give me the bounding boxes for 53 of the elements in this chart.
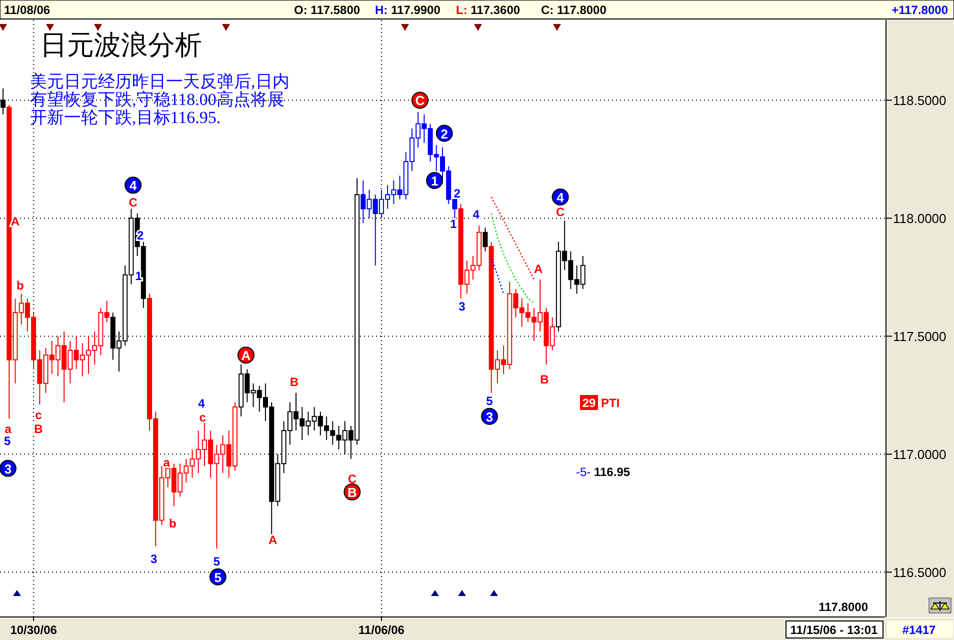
annotation: 1: [450, 216, 458, 231]
annotation: C: [556, 205, 565, 220]
text: 美元日元经历昨日一天反弹后,日内有望恢复下跌,守稳118.00高点将展开新一轮下跌,目标116.95.: [30, 72, 290, 127]
annotation: 5: [214, 570, 222, 585]
annotation: C: [128, 196, 138, 210]
text: C: 117.8000: [541, 3, 607, 17]
text: +117.8000: [892, 3, 948, 17]
y-tick-label: 117.0000: [893, 447, 946, 462]
annotation: C: [415, 93, 426, 108]
annotation: B: [290, 375, 299, 390]
annotation: b: [16, 278, 24, 292]
annotation: c: [35, 408, 42, 422]
annotation: 4: [198, 396, 206, 410]
annotation: A: [241, 348, 252, 364]
text: 11/15/06 - 13:01: [790, 623, 878, 637]
annotation: 3: [150, 552, 158, 566]
y-tick-label: 118.0000: [893, 211, 946, 226]
annotation: 5: [4, 434, 11, 448]
annotation: A: [268, 533, 278, 548]
annotation: B: [540, 372, 550, 387]
annotation: b: [169, 516, 176, 531]
chart-title: 日元波浪分析: [40, 30, 202, 60]
annotation: -5- 116.95: [576, 465, 630, 479]
annotation: 117.8000: [818, 600, 868, 614]
y-tick-label: 116.5000: [893, 565, 946, 580]
x-tick-label: 10/30/06: [10, 623, 58, 637]
annotation: B: [347, 484, 357, 500]
candlestick: [482, 227, 488, 252]
annotation: 3: [4, 461, 12, 476]
annotation: 4: [556, 190, 565, 205]
y-tick-label: 118.5000: [893, 93, 946, 108]
annotation: 1: [430, 173, 438, 188]
text: #1417: [902, 623, 936, 637]
annotation: C: [348, 472, 357, 486]
annotation: B: [34, 422, 44, 436]
annotation: 5: [486, 394, 494, 408]
annotation: 29 PTI: [582, 396, 620, 410]
annotation: 2: [440, 126, 448, 142]
y-tick-label: 117.5000: [893, 329, 946, 344]
annotation: a: [4, 422, 12, 436]
line-series: [490, 212, 535, 304]
annotation: 3: [486, 409, 494, 424]
x-tick-label: 11/06/06: [358, 623, 405, 637]
annotation: A: [534, 262, 543, 276]
text: O: 117.5800: [294, 3, 360, 17]
annotation: 4: [129, 178, 138, 194]
line-series: [490, 196, 535, 280]
text: 11/08/06: [4, 3, 50, 17]
text: H: 117.9900: [375, 3, 441, 17]
annotation: 3: [458, 300, 466, 314]
annotation: 5: [213, 554, 220, 568]
annotation: 4: [472, 207, 480, 222]
text: L: 117.3600: [456, 3, 520, 17]
